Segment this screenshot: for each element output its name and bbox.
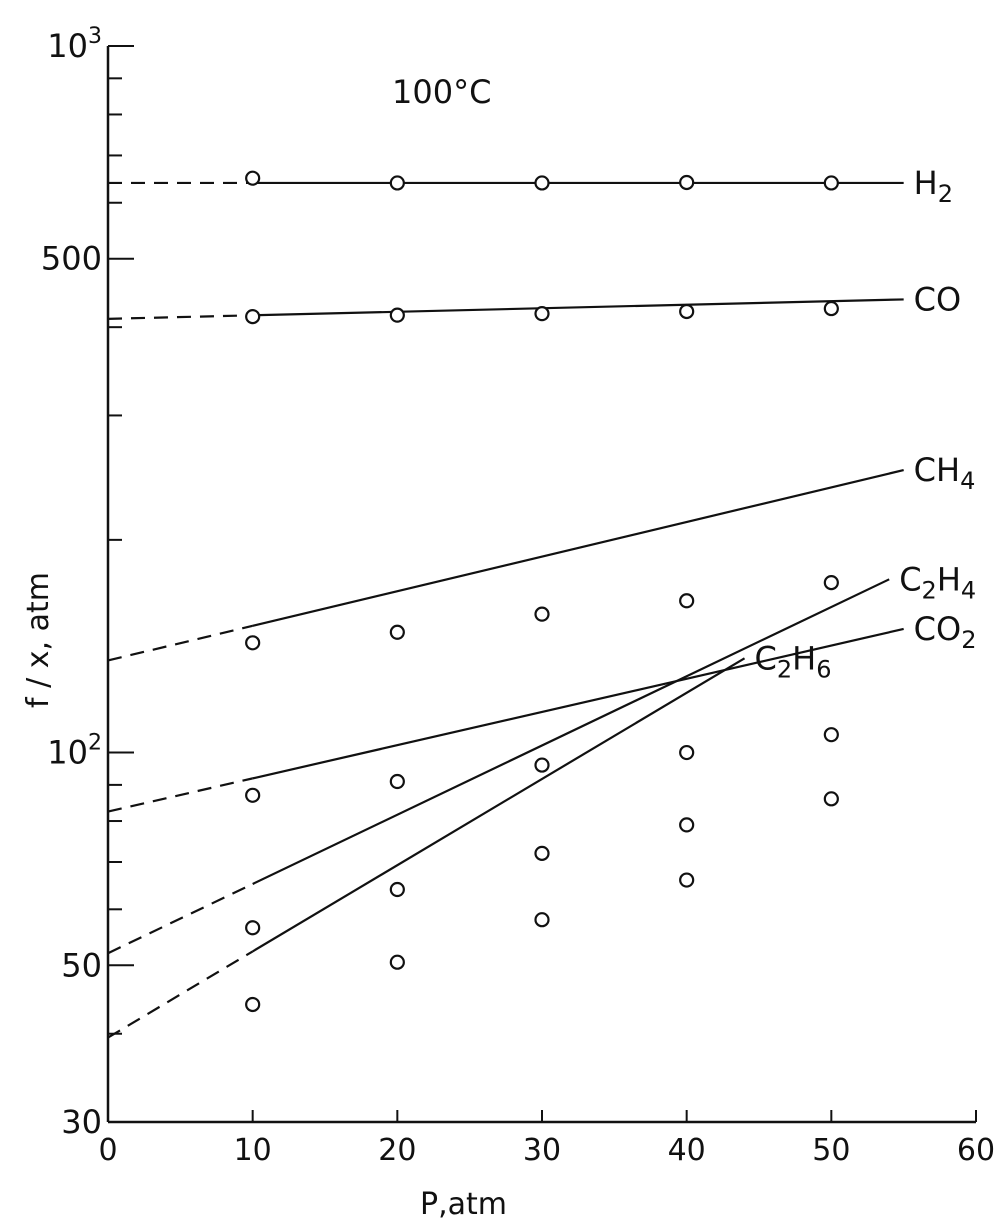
- fit-line: [252, 657, 746, 953]
- series-label: H2: [914, 164, 953, 208]
- y-tick-label: 50: [61, 946, 102, 984]
- series-label: CO2: [914, 610, 977, 654]
- data-point: [534, 912, 550, 928]
- temperature-annotation: 100°C: [392, 73, 491, 111]
- y-axis-title: f / x, atm: [21, 572, 56, 708]
- fit-line: [252, 578, 890, 885]
- data-point: [389, 175, 405, 191]
- data-point: [245, 309, 261, 325]
- data-point: [823, 727, 839, 743]
- fit-lines: [107, 181, 904, 1039]
- data-point: [679, 593, 695, 609]
- fit-line: [252, 468, 904, 627]
- data-point: [679, 872, 695, 888]
- data-point: [245, 996, 261, 1013]
- x-tick-label: 40: [668, 1133, 706, 1168]
- data-point: [823, 574, 839, 591]
- series-labels: H2 CO CH4 CO2 C2H4 C2H6: [755, 164, 977, 683]
- x-tick-label: 30: [523, 1133, 561, 1168]
- fit-line: [252, 627, 904, 780]
- extrapolation-line: [107, 882, 254, 955]
- x-tick-label: 0: [98, 1133, 117, 1168]
- y-tick-label: 30: [61, 1103, 102, 1141]
- series-label: CO: [914, 280, 962, 318]
- data-point: [823, 791, 839, 807]
- data-point: [823, 300, 839, 317]
- x-axis-title: P,atm: [420, 1187, 507, 1222]
- data-point: [679, 817, 695, 833]
- series-label: C2H6: [755, 639, 832, 683]
- series-label: C2H4: [899, 560, 976, 604]
- y-tick-label: 102: [47, 731, 102, 772]
- y-tick-label: 500: [41, 240, 102, 278]
- data-markers: [245, 170, 839, 1013]
- data-point: [534, 845, 550, 861]
- data-point: [534, 606, 550, 622]
- x-tick-label: 50: [812, 1133, 850, 1168]
- data-point: [245, 635, 261, 651]
- extrapolation-line: [107, 314, 253, 320]
- data-point: [679, 744, 695, 761]
- extrapolation-line: [107, 624, 253, 662]
- x-tick-label: 60: [957, 1133, 995, 1168]
- y-tick-label: 103: [47, 24, 102, 65]
- data-point: [679, 303, 695, 320]
- data-point: [823, 175, 839, 191]
- data-point: [389, 773, 405, 790]
- data-point: [534, 306, 550, 322]
- data-point: [534, 175, 550, 191]
- x-tick-label: 20: [378, 1133, 416, 1168]
- data-point: [389, 307, 405, 323]
- data-point: [245, 787, 261, 803]
- axes: 0 10 20 30 40 50 60 103 500 102 50 30: [41, 24, 995, 1168]
- data-point: [389, 881, 405, 898]
- data-point: [534, 757, 550, 773]
- data-point: [389, 954, 405, 970]
- data-point: [245, 920, 261, 936]
- data-point: [389, 624, 405, 640]
- series-label: CH4: [914, 451, 976, 495]
- data-point: [245, 170, 261, 186]
- extrapolation-line: [107, 777, 253, 813]
- extrapolation-line: [107, 950, 254, 1039]
- x-tick-label: 10: [234, 1133, 272, 1168]
- data-point: [679, 174, 695, 191]
- fit-line: [252, 298, 904, 317]
